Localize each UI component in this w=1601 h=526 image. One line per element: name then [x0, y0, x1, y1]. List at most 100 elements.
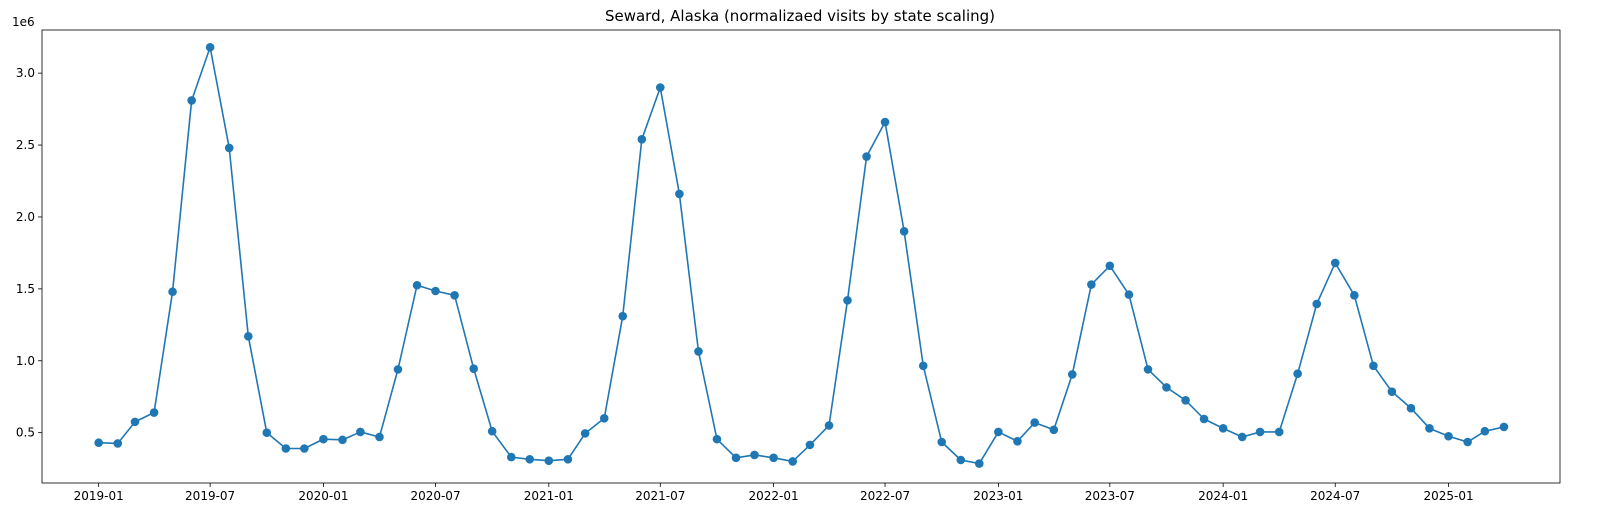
x-tick-label: 2022-01 [749, 489, 799, 503]
data-point [655, 83, 665, 92]
data-point [731, 453, 741, 463]
data-point [1143, 365, 1153, 374]
data-point [694, 347, 703, 356]
data-point [262, 428, 272, 437]
data-point [563, 454, 573, 464]
data-point [1124, 290, 1134, 299]
data-point [149, 408, 159, 417]
series-line [98, 46, 1505, 465]
data-point [880, 117, 890, 127]
data-point [1425, 424, 1434, 433]
x-tick-label: 2024-07 [1310, 489, 1360, 503]
data-point [1013, 437, 1022, 446]
data-point [843, 296, 852, 305]
y-tick-label: 2.0 [16, 210, 35, 224]
data-point [1480, 426, 1490, 436]
data-point [824, 421, 834, 430]
data-point [1387, 387, 1397, 396]
x-tick-label: 2020-07 [410, 489, 460, 503]
x-tick-label: 2025-01 [1423, 489, 1473, 503]
data-point [899, 227, 909, 236]
data-point [94, 438, 103, 448]
data-point [356, 427, 365, 437]
data-point [469, 364, 478, 373]
plot-area: 2019-01 2019-07 2020-01 2020-07 2021-01 2021-… [16, 42, 1509, 503]
data-point [974, 459, 984, 468]
data-point [769, 453, 778, 463]
data-point [994, 427, 1003, 437]
x-tick-label: 2019-01 [74, 489, 124, 503]
data-point [1330, 258, 1340, 268]
data-point [788, 457, 797, 466]
data-point [1312, 299, 1322, 309]
data-point [281, 444, 291, 453]
data-point [1369, 361, 1378, 371]
data-point [205, 42, 215, 52]
data-point [599, 413, 609, 423]
data-point [338, 435, 347, 445]
data-point [113, 439, 123, 448]
data-point [1181, 396, 1190, 405]
data-point [130, 417, 140, 427]
data-point [319, 434, 328, 444]
data-point [1406, 403, 1416, 413]
data-point [1255, 427, 1265, 437]
plot-frame [41, 29, 1561, 484]
data-point [1105, 261, 1115, 271]
data-point [862, 152, 871, 161]
data-point [1463, 437, 1472, 447]
data-point [618, 311, 628, 321]
data-point [506, 452, 516, 462]
data-point [375, 432, 384, 442]
data-point [750, 450, 759, 460]
data-point [544, 456, 554, 466]
data-point [1274, 427, 1284, 437]
chart-title: Seward, Alaska (normalizaed visits by st… [605, 7, 995, 25]
data-point [937, 437, 947, 447]
y-tick-label: 2.5 [16, 138, 35, 152]
x-tick-label: 2020-01 [298, 489, 348, 503]
y-tick-label: 0.5 [16, 426, 35, 440]
data-point [805, 440, 815, 450]
data-point [1199, 414, 1209, 424]
data-point [1218, 424, 1228, 433]
x-tick-label: 2023-07 [1085, 489, 1135, 503]
data-point [1444, 431, 1453, 441]
data-point [1293, 369, 1302, 379]
data-point [450, 291, 459, 300]
data-point [675, 189, 684, 199]
data-point [1499, 422, 1509, 432]
data-point [1087, 280, 1096, 289]
y-tick-label: 3.0 [16, 66, 35, 80]
data-point [224, 143, 234, 153]
x-tick-label: 2023-01 [973, 489, 1023, 503]
data-point [1030, 418, 1039, 427]
data-point [580, 429, 590, 438]
y-tick-label: 1.0 [16, 354, 35, 368]
data-point [1162, 383, 1171, 392]
data-point [1067, 370, 1077, 379]
y-tick-label: 1.5 [16, 282, 35, 296]
data-point [918, 361, 928, 371]
x-tick-label: 2021-07 [635, 489, 685, 503]
data-point [187, 96, 196, 105]
y-multiplier-label: 1e6 [12, 15, 35, 29]
data-point [487, 426, 497, 436]
x-tick-label: 2024-01 [1198, 489, 1248, 503]
data-point [1049, 425, 1059, 435]
data-point [393, 365, 403, 374]
data-point [637, 135, 647, 144]
data-point [244, 332, 253, 341]
data-point [1237, 432, 1247, 442]
data-point [431, 286, 440, 296]
x-tick-label: 2021-01 [524, 489, 574, 503]
x-tick-label: 2022-07 [860, 489, 910, 503]
x-tick-label: 2019-07 [185, 489, 235, 503]
data-point [1350, 291, 1359, 300]
data-point [712, 434, 722, 444]
data-point [525, 454, 535, 464]
data-point [412, 280, 422, 290]
data-point [956, 455, 966, 465]
data-point [168, 287, 177, 297]
